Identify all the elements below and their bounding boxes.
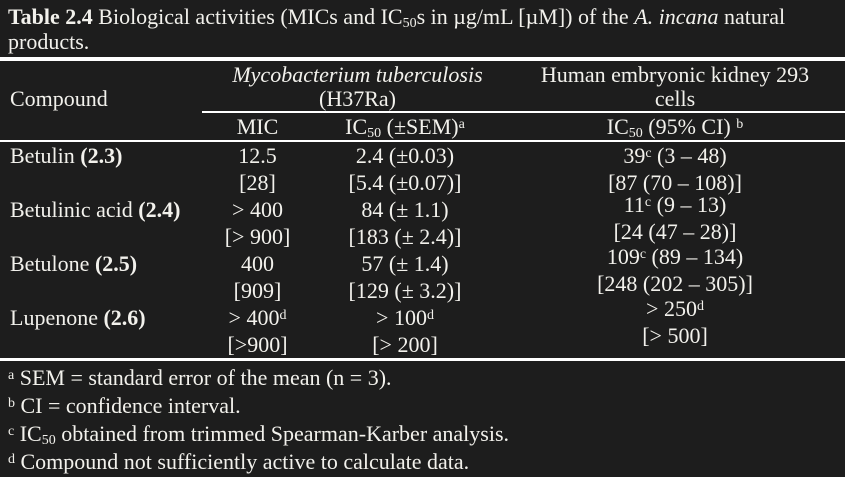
header-ic50-sem: IC50 (±SEM)a: [345, 114, 465, 141]
ic50-sem-cell: 2.4 (±0.03) [5.4 (±0.07)]: [305, 142, 505, 196]
table-row: Betulinic acid (2.4) > 400 [> 900] 84 (±…: [0, 192, 845, 250]
value-line: [> 200]: [372, 332, 438, 357]
footnote-b: b CI = confidence interval.: [8, 393, 241, 418]
table-caption: Table 2.4 Biological activities (MICs an…: [8, 4, 786, 54]
header-mic: MIC: [236, 114, 279, 139]
value-line: [183 (± 2.4)]: [348, 224, 462, 249]
header-group-hek: Human embryonic kidney 293 cells: [505, 63, 845, 111]
mic-cell: 400 [909]: [210, 250, 305, 304]
footnote-d: d Compound not sufficiently active to ca…: [8, 449, 470, 474]
group-header-spanner-rule: [202, 111, 845, 113]
header-group-hek-line1: Human embryonic kidney 293: [540, 62, 810, 87]
value-line: > 250d: [646, 296, 704, 321]
value-line: > 400: [232, 197, 283, 222]
table-body: Betulin (2.3) 12.5 [28] 2.4 (±0.03) [5.4…: [0, 142, 845, 358]
compound-cell: Lupenone (2.6): [0, 304, 210, 358]
compound-cell: Betulin (2.3): [0, 142, 210, 196]
compound-cell: Betulinic acid (2.4): [0, 196, 210, 250]
footnotes: a SEM = standard error of the mean (n = …: [0, 361, 845, 476]
table-row: Betulin (2.3) 12.5 [28] 2.4 (±0.03) [5.4…: [0, 142, 845, 196]
table-row: Betulone (2.5) 400 [909] 57 (± 1.4) [129…: [0, 244, 845, 304]
ic50-ci-cell: 109c (89 – 134) [248 (202 – 305)]: [505, 243, 845, 297]
value-line: [> 500]: [642, 323, 708, 348]
ic50-sem-cell: 57 (± 1.4) [129 (± 3.2)]: [305, 250, 505, 304]
table-group-header-row: Compound Mycobacterium tuberculosis (H37…: [0, 63, 845, 111]
value-line: 57 (± 1.4): [361, 251, 449, 276]
footnote-a: a SEM = standard error of the mean (n = …: [8, 365, 392, 390]
header-bottom-rule: [0, 140, 845, 142]
mic-cell: > 400d [>900]: [210, 304, 305, 358]
mic-cell: > 400 [> 900]: [210, 196, 305, 250]
value-line: 84 (± 1.1): [361, 197, 449, 222]
header-group-mtb-line1: Mycobacterium tuberculosis: [232, 62, 483, 87]
value-line: 12.5: [238, 143, 277, 168]
header-ic50-ci: IC50 (95% CI) b: [606, 114, 744, 141]
value-line: [> 900]: [224, 224, 291, 249]
header-compound: Compound: [10, 86, 108, 111]
ic50-ci-cell: 39c (3 – 48) [87 (70 – 108)]: [505, 142, 845, 196]
value-line: [248 (202 – 305)]: [597, 271, 753, 296]
value-line: [5.4 (±0.07)]: [348, 170, 462, 195]
value-line: [87 (70 – 108)]: [608, 170, 742, 195]
value-line: 400: [241, 251, 274, 276]
value-line: [24 (47 – 28)]: [613, 219, 737, 244]
header-group-mtb: Mycobacterium tuberculosis (H37Ra): [210, 63, 505, 111]
ic50-sem-cell: 84 (± 1.1) [183 (± 2.4)]: [305, 196, 505, 250]
header-group-hek-line2: cells: [654, 86, 696, 111]
value-line: > 100d: [376, 305, 434, 330]
compound-cell: Betulone (2.5): [0, 250, 210, 304]
value-line: [>900]: [227, 332, 288, 357]
table-bottom-rule: [0, 358, 845, 361]
compound-label: Betulin (2.3): [10, 143, 123, 168]
table-top-rule: [0, 57, 845, 61]
header-group-mtb-line2: (H37Ra): [319, 86, 396, 111]
ic50-ci-cell: > 250d [> 500]: [505, 295, 845, 349]
footnote-c: c IC50 obtained from trimmed Spearman-Ka…: [8, 421, 510, 448]
value-line: 39c (3 – 48): [623, 143, 727, 168]
value-line: 109c (89 – 134): [606, 244, 744, 269]
value-line: [909]: [233, 278, 282, 303]
value-line: 11c (9 – 13): [623, 192, 727, 217]
compound-label: Betulinic acid (2.4): [10, 197, 181, 222]
mic-cell: 12.5 [28]: [210, 142, 305, 196]
subheader-empty-cell: [0, 113, 210, 140]
ic50-ci-cell: 11c (9 – 13) [24 (47 – 28)]: [505, 191, 845, 245]
compound-label: Lupenone (2.6): [10, 305, 146, 330]
table-subheader-row: MIC IC50 (±SEM)a IC50 (95% CI) b: [0, 113, 845, 141]
ic50-sem-cell: > 100d [> 200]: [305, 304, 505, 358]
value-line: [28]: [239, 170, 276, 195]
value-line: [129 (± 3.2)]: [348, 278, 462, 303]
value-line: 2.4 (±0.03): [355, 143, 455, 168]
compound-label: Betulone (2.5): [10, 251, 138, 276]
table-row: Lupenone (2.6) > 400d [>900] > 100d [> 2…: [0, 296, 845, 358]
value-line: > 400d: [228, 305, 287, 330]
